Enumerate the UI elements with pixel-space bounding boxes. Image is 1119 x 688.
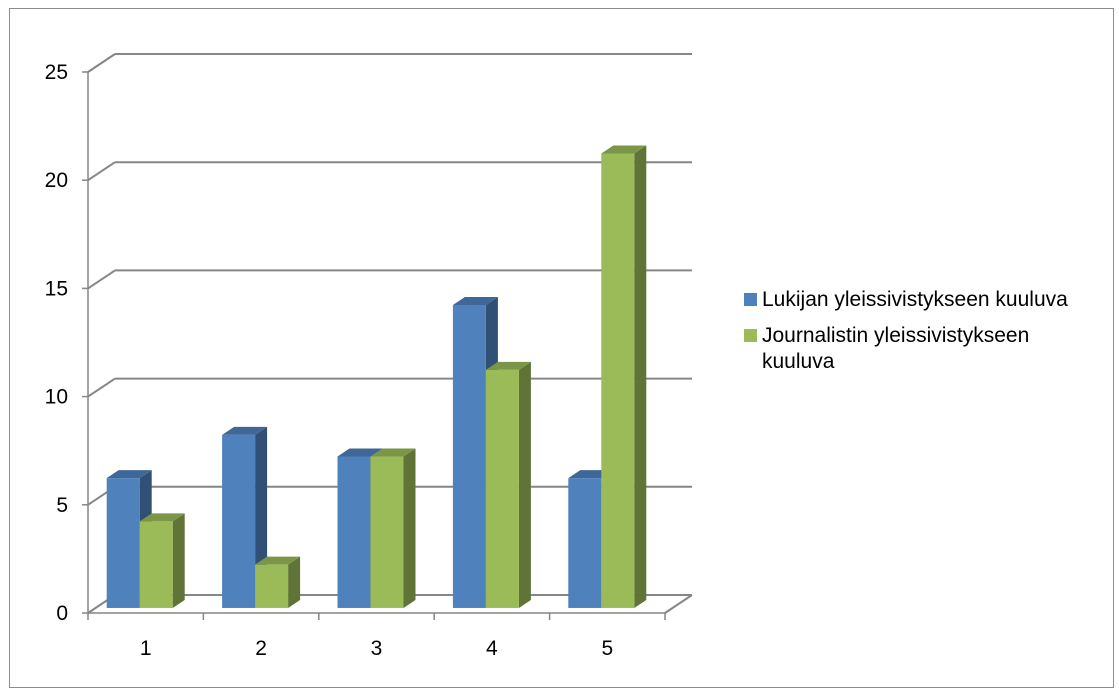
y-tick-label: 5 bbox=[56, 494, 68, 517]
bar-top-face bbox=[452, 297, 498, 305]
bar-front-face bbox=[255, 564, 289, 608]
bars bbox=[106, 145, 647, 608]
bar-front-face bbox=[106, 478, 140, 608]
bar-top-face bbox=[139, 513, 185, 522]
bar-top-face bbox=[106, 470, 152, 479]
bar-front-face bbox=[485, 369, 519, 608]
legend-item-series-2: Journalistin yleissivistykseen kuuluva bbox=[744, 323, 1104, 375]
bar-top-face bbox=[222, 426, 268, 435]
gridline-side-10 bbox=[87, 377, 116, 398]
x-axis-tick-labels: 1 2 3 4 5 bbox=[140, 637, 613, 660]
bar-series-2-cat-1 bbox=[139, 513, 185, 608]
legend-label-series-1: Lukijan yleissivistykseen kuuluva bbox=[762, 288, 1068, 311]
bar-top-face bbox=[485, 361, 531, 370]
bar-side-face bbox=[403, 448, 416, 608]
chart-frame bbox=[9, 8, 1114, 688]
bar-series-2-cat-3 bbox=[370, 448, 416, 608]
bar-side-face bbox=[634, 145, 647, 608]
legend-swatch-series-2 bbox=[744, 329, 757, 342]
bar-front-face bbox=[452, 305, 486, 608]
bar-side-face bbox=[172, 513, 185, 608]
bar-top-face bbox=[255, 556, 301, 565]
bar-series-2-cat-4 bbox=[485, 361, 531, 608]
y-tick-label: 15 bbox=[45, 277, 68, 300]
legend-swatch-series-1 bbox=[744, 293, 757, 306]
floor-right-edge bbox=[664, 594, 693, 614]
bar-series-2-cat-2 bbox=[255, 556, 301, 608]
x-tick-label: 2 bbox=[255, 637, 267, 660]
y-axis-tick-labels: 0 5 10 15 20 25 bbox=[45, 61, 68, 625]
y-tick-label: 20 bbox=[45, 169, 68, 192]
legend-label-series-2: Journalistin yleissivistykseen kuuluva bbox=[762, 324, 1030, 373]
gridline-side-25 bbox=[87, 53, 116, 73]
bar-top-face bbox=[601, 145, 647, 154]
y-tick-label: 25 bbox=[45, 61, 68, 84]
x-tick-label: 4 bbox=[486, 637, 498, 660]
legend-item-series-1: Lukijan yleissivistykseen kuuluva bbox=[744, 287, 1104, 313]
y-tick-label: 10 bbox=[45, 386, 68, 409]
bar-front-face bbox=[222, 434, 256, 608]
bar-front-face bbox=[139, 521, 173, 608]
x-tick-label: 3 bbox=[371, 637, 383, 660]
y-tick-label: 0 bbox=[56, 602, 68, 625]
legend: Lukijan yleissivistykseen kuuluva Journa… bbox=[744, 287, 1104, 385]
bar-front-face bbox=[601, 153, 635, 608]
axes bbox=[82, 71, 693, 620]
bar-side-face bbox=[288, 556, 301, 608]
x-tick-label: 5 bbox=[601, 637, 613, 660]
bar-front-face bbox=[337, 456, 371, 608]
bar-top-face bbox=[337, 448, 383, 457]
bar-side-face bbox=[518, 361, 531, 608]
bar-front-face bbox=[568, 478, 602, 608]
gridline-side-15 bbox=[87, 269, 116, 290]
bar-series-2-cat-5 bbox=[601, 145, 647, 608]
bar-front-face bbox=[370, 456, 404, 608]
x-tick-label: 1 bbox=[140, 637, 152, 660]
gridline-side-20 bbox=[87, 161, 116, 182]
bar-top-face bbox=[370, 448, 416, 457]
